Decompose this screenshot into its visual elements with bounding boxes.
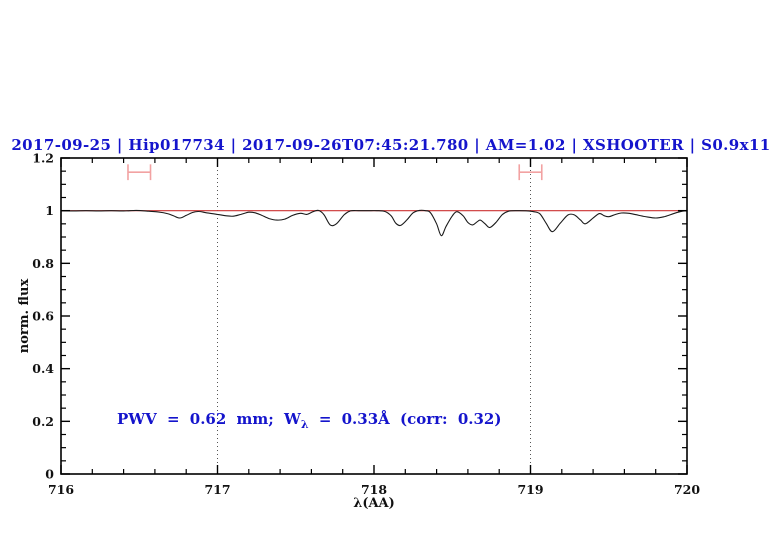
pwv-annotation-subscript: λ <box>300 418 309 431</box>
pwv-annotation-prefix: PWV = 0.62 mm; W <box>117 410 301 428</box>
y-tick-label: 1 <box>45 203 54 218</box>
pwv-annotation: PWV = 0.62 mm; Wλ = 0.33Å (corr: 0.32) <box>117 410 501 431</box>
y-tick-label: 0.2 <box>32 414 54 429</box>
y-tick-label: 1.2 <box>32 151 54 166</box>
plot-title: 2017-09-25 | Hip017734 | 2017-09-26T07:4… <box>11 136 771 154</box>
x-axis-label: λ(AA) <box>353 496 395 511</box>
x-tick-label: 718 <box>361 482 387 497</box>
x-tick-label: 719 <box>517 482 543 497</box>
x-tick-label: 716 <box>48 482 74 497</box>
y-tick-label: 0.4 <box>32 361 54 376</box>
x-tick-label: 720 <box>674 482 700 497</box>
x-tick-label: 717 <box>204 482 230 497</box>
pwv-annotation-suffix: = 0.33Å (corr: 0.32) <box>308 410 502 428</box>
y-tick-label: 0.6 <box>32 309 54 324</box>
y-tick-label: 0.8 <box>32 256 54 271</box>
y-tick-label: 0 <box>45 467 54 482</box>
y-axis-label: norm. flux <box>17 278 32 354</box>
spectrum-line <box>60 209 688 237</box>
